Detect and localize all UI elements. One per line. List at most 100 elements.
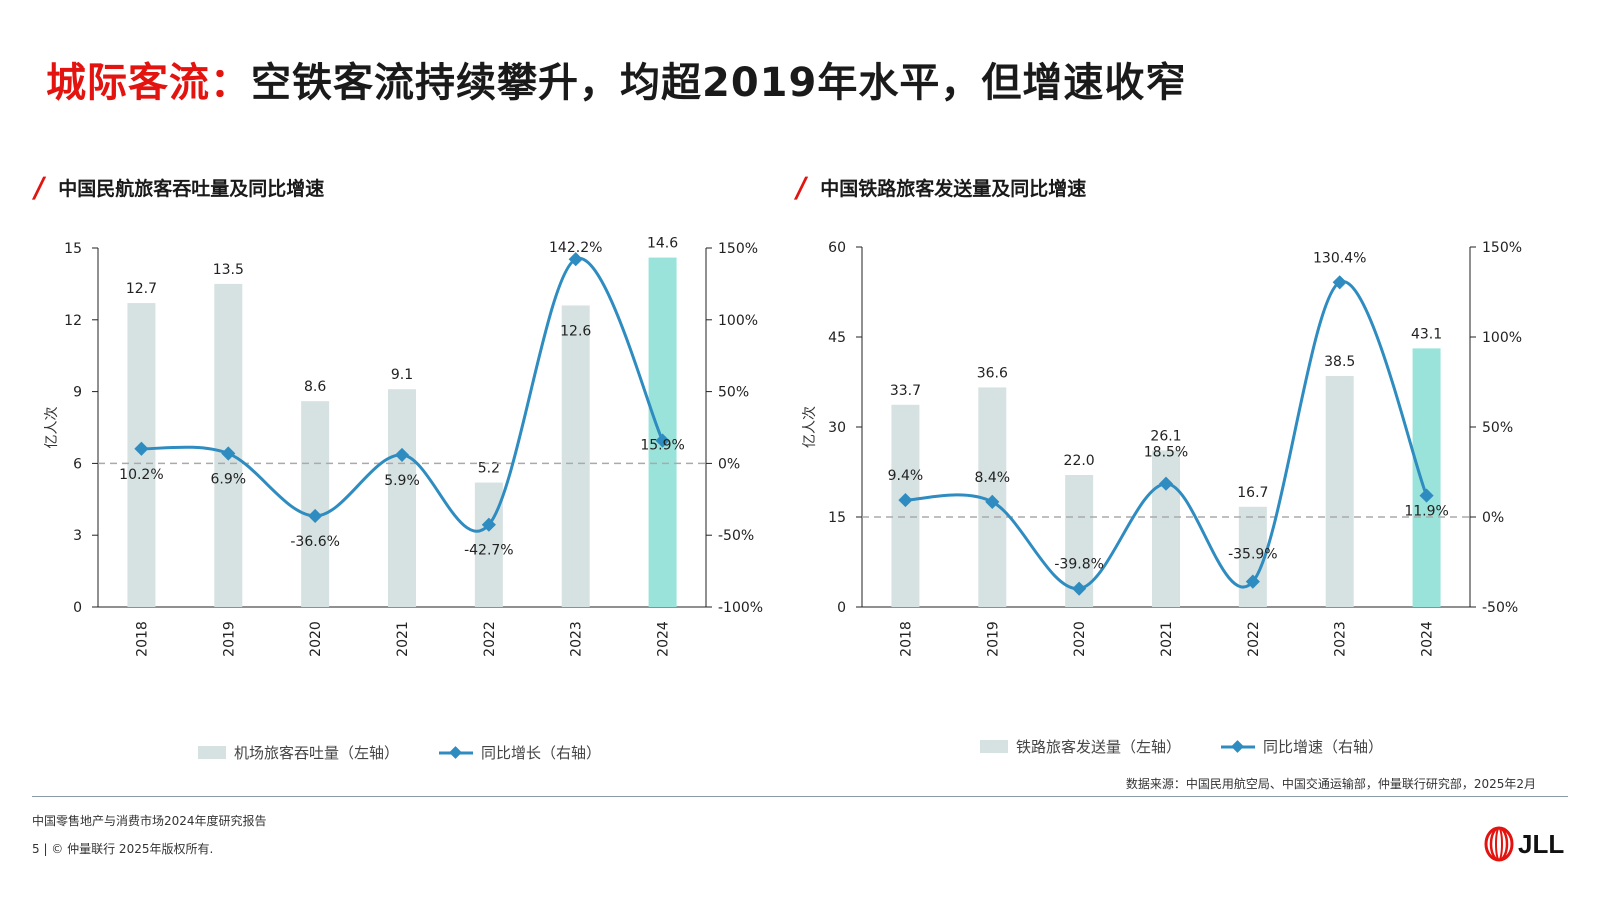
growth-value-label: -36.6% [290,534,340,550]
growth-value-label: 6.9% [210,471,246,487]
x-tick-label: 2020 [1072,621,1088,657]
growth-line [905,280,1428,591]
right-y-tick-label: 100% [718,313,758,329]
x-tick-label: 2022 [482,621,498,657]
x-tick-label: 2022 [1246,621,1262,657]
bar-2021 [388,389,416,607]
bar-value-label: 9.1 [391,367,413,383]
legend-bar-swatch [198,746,226,759]
jll-logo-text: JLL [1518,828,1565,859]
jll-logo-icon [1484,826,1514,862]
footer-report-name: 中国零售地产与消费市场2024年度研究报告 [32,814,267,828]
left-legend: 机场旅客吞吐量（左轴） 同比增长（右轴） [198,742,601,763]
growth-point-2019 [985,494,1000,509]
legend-bar-label: 机场旅客吞吐量（左轴） [234,744,400,762]
footer-divider [32,796,1568,797]
growth-point-2022 [1245,574,1260,589]
growth-point-2023 [1332,275,1347,290]
growth-value-label: -35.9% [1228,547,1278,563]
growth-line [141,257,664,533]
x-tick-label: 2023 [569,621,585,657]
page-title-highlight: 城际客流： [46,60,251,106]
bar-value-label: 22.0 [1064,453,1095,469]
growth-point-2018 [134,441,149,456]
left-y-tick-label: 9 [73,385,82,401]
bar-2023 [1325,376,1354,607]
legend-bar-swatch [980,740,1008,753]
growth-value-label: 18.5% [1144,445,1188,461]
left-section-header: / 中国民航旅客吞吐量及同比增速 [31,171,325,204]
right-chart: 0 15 30 45 60 -50% 0% 50% 100% 150% 亿人次 33.7 2018 36.… [802,240,1522,657]
growth-point-2024 [1419,488,1434,503]
bar-value-label: 12.7 [126,281,157,297]
bar-value-label: 12.6 [560,323,591,339]
left-y-axis-label: 亿人次 [802,406,818,448]
growth-point-2021 [394,447,410,462]
growth-value-label: 11.9% [1404,504,1448,520]
data-source: 数据来源：中国民用航空局、中国交通运输部，仲量联行研究部，2025年2月 [1125,777,1536,791]
legend-line-label: 同比增速（右轴） [1263,738,1384,756]
right-y-tick-label: 150% [1482,240,1522,256]
bar-2023 [561,305,590,607]
growth-value-label: 130.4% [1313,250,1366,266]
bar-value-label: 16.7 [1237,485,1268,501]
bar-value-label: 14.6 [647,236,678,252]
bar-value-label: 36.6 [977,365,1008,381]
right-y-tick-label: 50% [718,385,749,401]
x-tick-label: 2018 [134,621,150,657]
left-y-tick-label: 15 [64,241,82,257]
jll-logo: JLL [1484,826,1564,862]
bar-2021 [1152,450,1180,607]
x-tick-label: 2024 [1420,621,1436,657]
bar-value-label: 43.1 [1411,326,1442,342]
bar-value-label: 5.2 [478,461,500,477]
growth-value-label: 9.4% [888,468,924,484]
bar-value-label: 13.5 [213,262,244,278]
right-legend: 铁路旅客发送量（左轴） 同比增速（右轴） [980,736,1383,757]
bar-2022 [474,482,503,607]
growth-value-label: 10.2% [119,467,163,483]
bar-value-label: 33.7 [890,383,921,399]
growth-point-2023 [568,252,583,267]
right-y-tick-label: 0% [1482,510,1504,526]
growth-value-label: -42.7% [464,543,514,559]
right-y-tick-label: -100% [718,600,763,616]
x-tick-label: 2018 [898,621,914,657]
legend-line-label: 同比增长（右轴） [481,744,602,762]
bar-2019 [214,283,243,607]
bar-value-label: 38.5 [1324,354,1355,370]
growth-value-label: 142.2% [549,240,602,256]
growth-point-2024 [655,433,670,448]
x-tick-label: 2020 [308,621,324,657]
bar-2024 [1412,348,1441,607]
left-y-tick-label: 6 [73,456,82,472]
legend-bar-label: 铁路旅客发送量（左轴） [1016,738,1182,756]
bar-2022 [1238,506,1267,607]
left-y-tick-label: 45 [828,330,846,346]
x-tick-label: 2021 [395,621,411,657]
x-tick-label: 2023 [1333,621,1349,657]
right-y-tick-label: 50% [1482,420,1513,436]
left-y-tick-label: 12 [64,313,82,329]
left-y-axis-label: 亿人次 [44,407,60,449]
left-y-tick-label: 60 [828,240,846,256]
right-section-header: / 中国铁路旅客发送量及同比增速 [793,171,1086,204]
growth-point-2022 [481,517,496,532]
bar-value-label: 26.1 [1150,428,1181,444]
growth-point-2018 [898,493,913,508]
growth-value-label: 8.4% [974,470,1010,486]
left-chart: 0 3 6 9 12 15 -100% -50% 0% 50% 100% 150% 亿人次 12.7 201… [44,236,763,657]
growth-point-2021 [1158,476,1174,491]
x-tick-label: 2021 [1159,621,1175,657]
left-y-tick-label: 30 [828,420,846,436]
legend-line-icon [1221,739,1256,753]
growth-value-label: 5.9% [384,473,420,489]
right-y-tick-label: 0% [718,456,740,472]
left-chart-title: 中国民航旅客吞吐量及同比增速 [58,177,325,200]
growth-point-2020 [1072,581,1087,596]
left-y-tick-label: 0 [837,600,846,616]
growth-value-label: -39.8% [1054,557,1104,573]
page-title: 城际客流：空铁客流持续攀升，均超2019年水平，但增速收窄 [46,50,1186,108]
bar-2024 [648,257,677,607]
